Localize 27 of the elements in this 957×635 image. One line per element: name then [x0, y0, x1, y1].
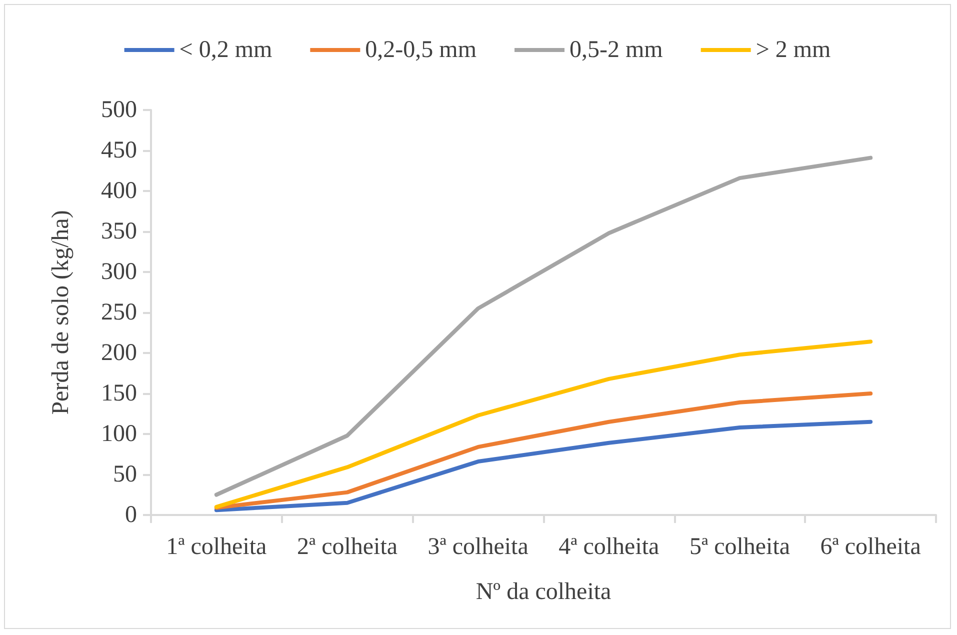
- y-tick-label: 400: [101, 178, 137, 204]
- y-tick-label: 350: [101, 218, 137, 244]
- line-series: [214, 156, 873, 497]
- legend-label: 0,2-0,5 mm: [365, 37, 477, 63]
- x-tick-label: 1ª colheita: [166, 534, 268, 560]
- y-tick-label: 300: [101, 259, 137, 285]
- x-tick-label: 2ª colheita: [296, 534, 398, 560]
- y-tick-label: 500: [101, 97, 137, 123]
- x-axis-title: Nº da colheita: [476, 579, 612, 605]
- x-tick-label: 4ª colheita: [558, 534, 660, 560]
- y-tick-label: 100: [101, 421, 137, 447]
- y-tick-label: 50: [113, 462, 137, 488]
- y-tick-label: 450: [101, 138, 137, 164]
- y-tick-label: 0: [125, 502, 137, 528]
- legend-label: 0,5-2 mm: [570, 37, 664, 63]
- line-series: [214, 340, 873, 509]
- x-tick-label: 6ª colheita: [820, 534, 922, 560]
- y-tick-label: 200: [101, 340, 137, 366]
- x-tick-label: 3ª colheita: [428, 534, 529, 560]
- line-series: [214, 392, 873, 510]
- legend-label: < 0,2 mm: [179, 37, 273, 63]
- line-series: [214, 420, 873, 512]
- legend-label: > 2 mm: [756, 37, 832, 63]
- y-axis-title: Perda de solo (kg/ha): [48, 210, 74, 415]
- y-tick-label: 250: [101, 300, 137, 326]
- y-tick-label: 150: [101, 380, 137, 406]
- x-tick-label: 5ª colheita: [689, 534, 790, 560]
